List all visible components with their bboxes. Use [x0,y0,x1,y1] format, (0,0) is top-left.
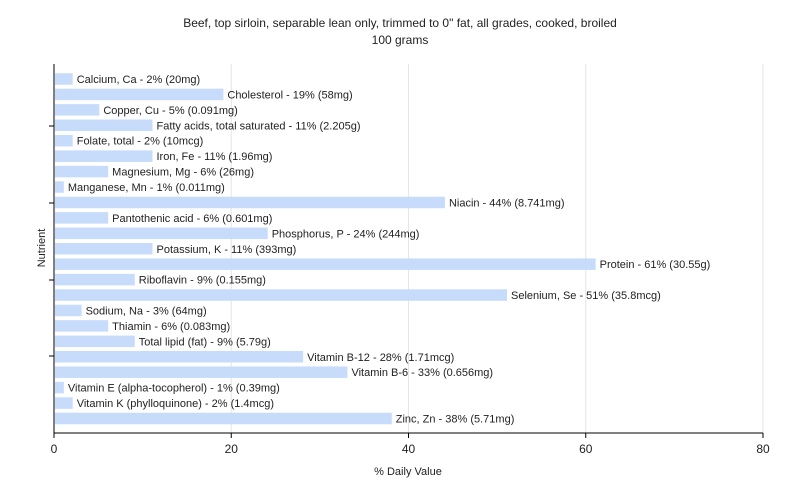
bar-12 [55,258,596,270]
bar-19 [55,366,348,378]
bar-label-3: Fatty acids, total saturated - 11% (2.20… [156,120,360,132]
bar-label-2: Copper, Cu - 5% (0.091mg) [103,105,238,117]
bar-1 [55,88,224,101]
bar-label-22: Zinc, Zn - 38% (5.71mg) [396,414,515,426]
bar-label-11: Potassium, K - 11% (393mg) [156,244,296,256]
bar-6 [55,165,109,178]
bars [55,73,596,425]
bar-16 [55,320,109,332]
y-axis-title: Nutrient [36,228,48,268]
bar-15 [55,304,82,317]
x-tick-label-4: 80 [756,442,770,456]
bar-13 [55,273,135,286]
bar-label-6: Magnesium, Mg - 6% (26mg) [112,167,254,179]
axes: 0 20 40 60 80 [49,64,770,456]
chart-subtitle: 100 grams [371,33,429,47]
bar-22 [55,412,392,425]
bar-label-12: Protein - 61% (30.55g) [600,259,711,271]
bar-label-21: Vitamin K (phylloquinone) - 2% (1.4mcg) [77,398,274,410]
bar-label-8: Niacin - 44% (8.741mg) [449,197,565,209]
bar-label-14: Selenium, Se - 51% (35.8mcg) [511,290,661,302]
bar-3 [55,119,153,132]
bar-2 [55,104,100,116]
bar-18 [55,351,304,363]
bar-label-0: Calcium, Ca - 2% (20mg) [77,74,200,86]
bar-17 [55,335,135,348]
bar-10 [55,227,268,240]
bar-label-7: Manganese, Mn - 1% (0.011mg) [68,182,225,194]
bar-4 [55,134,73,147]
bar-label-20: Vitamin E (alpha-tocopherol) - 1% (0.39m… [68,383,280,395]
bar-9 [55,212,109,224]
bar-label-1: Cholesterol - 19% (58mg) [227,89,352,101]
bar-label-19: Vitamin B-6 - 33% (0.656mg) [351,367,493,379]
bar-14 [55,289,507,301]
bar-label-18: Vitamin B-12 - 28% (1.71mcg) [307,352,454,364]
bar-labels: Calcium, Ca - 2% (20mg) Cholesterol - 19%… [68,74,710,426]
bar-label-17: Total lipid (fat) - 9% (5.79g) [139,336,271,348]
bar-0 [55,73,73,85]
bar-label-9: Pantothenic acid - 6% (0.601mg) [112,213,272,225]
bar-label-10: Phosphorus, P - 24% (244mg) [272,228,420,240]
x-tick-label-2: 40 [402,442,416,456]
bar-7 [55,181,64,193]
bar-8 [55,196,445,209]
bar-5 [55,150,153,162]
x-tick-label-3: 60 [579,442,593,456]
bar-20 [55,381,64,394]
bar-label-13: Riboflavin - 9% (0.155mg) [139,275,266,287]
bar-11 [55,243,153,255]
x-axis-title: % Daily Value [374,466,442,478]
bar-label-5: Iron, Fe - 11% (1.96mg) [156,151,272,163]
x-tick-label-1: 20 [225,442,239,456]
bar-label-4: Folate, total - 2% (10mcg) [77,136,204,148]
x-tick-label-0: 0 [51,442,58,456]
bar-label-15: Sodium, Na - 3% (64mg) [86,305,207,317]
bar-label-16: Thiamin - 6% (0.083mg) [112,321,230,333]
chart-title: Beef, top sirloin, separable lean only, … [183,16,617,30]
bar-21 [55,397,73,409]
